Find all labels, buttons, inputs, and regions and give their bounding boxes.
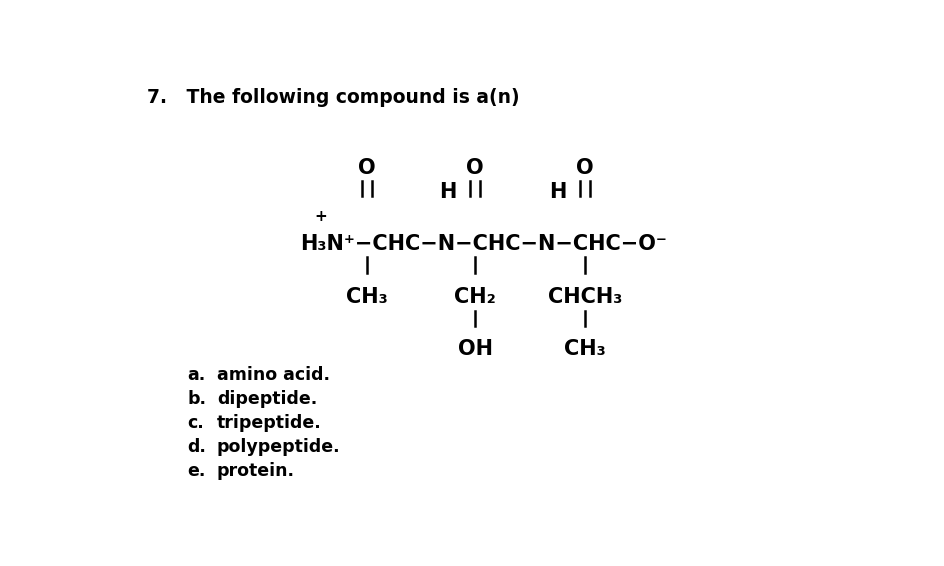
Text: a.: a. <box>188 366 206 384</box>
Text: protein.: protein. <box>217 462 295 480</box>
Text: c.: c. <box>188 414 204 432</box>
Text: CH₂: CH₂ <box>454 287 496 307</box>
Text: H: H <box>439 182 457 202</box>
Text: CH₃: CH₃ <box>346 287 388 307</box>
Text: dipeptide.: dipeptide. <box>217 390 317 408</box>
Text: H: H <box>549 182 566 202</box>
Text: O: O <box>466 158 484 178</box>
Text: b.: b. <box>188 390 207 408</box>
Text: CH₃: CH₃ <box>564 339 606 359</box>
Text: tripeptide.: tripeptide. <box>217 414 322 432</box>
Text: polypeptide.: polypeptide. <box>217 438 341 456</box>
Text: O: O <box>576 158 594 178</box>
Text: O: O <box>358 158 376 178</box>
Text: d.: d. <box>188 438 207 456</box>
Text: e.: e. <box>188 462 206 480</box>
Text: amino acid.: amino acid. <box>217 366 329 384</box>
Text: CHCH₃: CHCH₃ <box>548 287 622 307</box>
Text: 7.   The following compound is a(n): 7. The following compound is a(n) <box>147 88 520 106</box>
Text: H₃N⁺−CHC−N−CHC−N−CHC−O⁻: H₃N⁺−CHC−N−CHC−N−CHC−O⁻ <box>300 234 667 255</box>
Text: +: + <box>314 209 327 225</box>
Text: OH: OH <box>458 339 493 359</box>
